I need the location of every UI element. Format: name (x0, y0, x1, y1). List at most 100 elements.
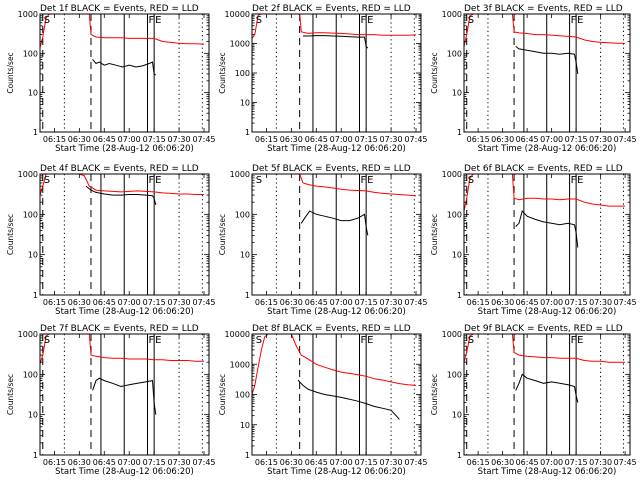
x-tick-label: 07:15 (143, 458, 166, 467)
x-tick-label: 07:45 (614, 135, 637, 144)
y-tick-label: 1000 (442, 170, 462, 179)
panel-6: Det 6f BLACK = Events, RED = LLD 1 10 100 10… (430, 164, 637, 317)
y-tick-label: 10 (240, 251, 250, 260)
panel-4: Det 4f BLACK = Events, RED = LLD 1 10 100 10… (6, 164, 216, 317)
y-axis-label: Counts/sec (430, 52, 439, 93)
y-axis-label: Counts/sec (218, 374, 227, 415)
y-axis-label: Counts/sec (218, 214, 227, 255)
y-tick-label: 10 (28, 251, 38, 260)
flag-f: F (360, 175, 366, 186)
x-tick-label: 06:15 (255, 298, 278, 307)
flag-f: F (360, 15, 366, 26)
x-tick-label: 07:00 (540, 298, 563, 307)
x-axis-label: Start Time (28-Aug-12 06:06:20) (267, 307, 406, 317)
x-tick-label: 07:45 (614, 298, 637, 307)
flag-e: E (155, 175, 161, 186)
series-line-1 (40, 334, 204, 365)
x-axis-label: Start Time (28-Aug-12 06:06:20) (478, 307, 617, 317)
series-line-2 (515, 210, 579, 248)
x-tick-label: 07:15 (565, 135, 588, 144)
x-tick-label: 06:30 (68, 298, 91, 307)
x-tick-label: 06:15 (255, 135, 278, 144)
plot-frame (463, 173, 631, 296)
x-tick-label: 07:00 (330, 298, 353, 307)
chart-title: Det 7f BLACK = Events, RED = LLD (40, 324, 199, 334)
y-tick-label: 1 (457, 451, 462, 460)
y-tick-label: 1000 (230, 170, 250, 179)
flag-f: F (571, 15, 577, 26)
y-tick-label: 10 (240, 421, 250, 430)
x-tick-label: 06:45 (305, 458, 328, 467)
x-axis-label: Start Time (28-Aug-12 06:06:20) (55, 467, 194, 477)
y-tick-label: 1 (33, 451, 38, 460)
x-tick-label: 07:30 (168, 135, 191, 144)
x-tick-label: 07:00 (540, 135, 563, 144)
x-tick-label: 07:30 (380, 458, 403, 467)
y-tick-label: 10000 (225, 330, 250, 339)
x-tick-label: 06:15 (467, 298, 490, 307)
panel-1: Det 1f BLACK = Events, RED = LLD 1 10 100 10… (6, 4, 216, 154)
x-tick-label: 07:30 (589, 298, 612, 307)
y-axis-label: Counts/sec (6, 52, 15, 93)
x-tick-label: 06:30 (491, 135, 514, 144)
x-tick-label: 06:30 (491, 458, 514, 467)
x-tick-label: 06:15 (467, 458, 490, 467)
y-tick-label: 1 (457, 128, 462, 137)
flag-s: S (256, 335, 262, 346)
x-tick-label: 07:00 (330, 458, 353, 467)
x-tick-label: 06:45 (305, 135, 328, 144)
series-line-2 (92, 377, 157, 415)
x-tick-label: 07:15 (565, 298, 588, 307)
series-line-1 (40, 14, 205, 48)
y-tick-label: 1000 (230, 40, 250, 49)
panel-7: Det 7f BLACK = Events, RED = LLD 1 10 100 10… (6, 324, 216, 477)
x-tick-label: 07:30 (589, 135, 612, 144)
x-tick-label: 07:45 (404, 458, 427, 467)
flag-f: F (148, 175, 154, 186)
y-axis-label: Counts/sec (430, 374, 439, 415)
x-axis-label: Start Time (28-Aug-12 06:06:20) (55, 144, 194, 154)
x-tick-label: 07:30 (380, 298, 403, 307)
plot-frame (39, 333, 210, 456)
x-tick-label: 07:00 (540, 458, 563, 467)
y-tick-label: 10 (452, 89, 462, 98)
y-tick-label: 1000 (18, 170, 38, 179)
series-line-1 (252, 14, 417, 39)
y-tick-label: 1000 (442, 10, 462, 19)
plot-frame (39, 13, 210, 133)
x-axis-label: Start Time (28-Aug-12 06:06:20) (267, 144, 406, 154)
series-line-2 (85, 185, 157, 206)
flag-s: S (256, 15, 262, 26)
x-tick-label: 07:15 (143, 135, 166, 144)
flag-e: E (155, 335, 161, 346)
chart-title: Det 8f BLACK = Events, RED = LLD (252, 324, 411, 334)
x-tick-label: 07:30 (168, 298, 191, 307)
x-tick-label: 07:15 (355, 135, 378, 144)
flag-e: E (577, 15, 583, 26)
y-tick-label: 1 (245, 291, 250, 300)
y-tick-label: 10 (240, 99, 250, 108)
y-tick-label: 100 (447, 210, 462, 219)
chart-title: Det 3f BLACK = Events, RED = LLD (464, 4, 623, 14)
flag-s: S (468, 175, 474, 186)
x-tick-label: 06:45 (305, 298, 328, 307)
y-tick-label: 10 (452, 411, 462, 420)
flag-e: E (367, 335, 373, 346)
flag-s: S (44, 15, 50, 26)
flag-e: E (155, 15, 161, 26)
series-line-2 (303, 35, 369, 49)
x-tick-label: 07:45 (614, 458, 637, 467)
y-tick-label: 1 (245, 128, 250, 137)
y-tick-label: 1000 (442, 330, 462, 339)
chart-title: Det 9f BLACK = Events, RED = LLD (464, 324, 623, 334)
x-tick-label: 07:00 (118, 298, 141, 307)
x-tick-label: 06:30 (280, 298, 303, 307)
flag-e: E (367, 175, 373, 186)
y-tick-label: 10 (452, 251, 462, 260)
y-tick-label: 1 (33, 291, 38, 300)
y-tick-label: 100 (23, 210, 38, 219)
y-axis-label: Counts/sec (6, 374, 15, 415)
y-tick-label: 100 (447, 370, 462, 379)
flag-s: S (44, 335, 50, 346)
